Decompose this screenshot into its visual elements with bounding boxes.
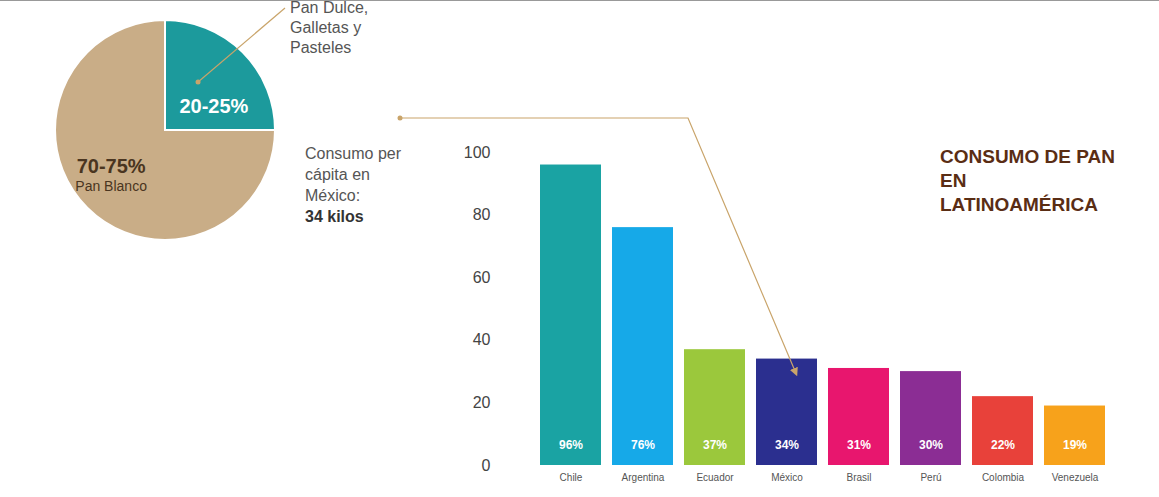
svg-text:70-75%: 70-75% [77, 155, 146, 177]
svg-text:34%: 34% [775, 438, 799, 452]
svg-text:Perú: Perú [920, 472, 941, 483]
html-text:34 kilos: 34 kilos [305, 208, 364, 225]
svg-text:37%: 37% [703, 438, 727, 452]
svg-text:0: 0 [482, 457, 491, 474]
svg-text:76%: 76% [631, 438, 655, 452]
svg-text:Argentina: Argentina [622, 472, 665, 483]
html-text:CONSUMO DE PAN EN LATINOAMÉRIC: CONSUMO DE PAN EN LATINOAMÉRICA [940, 146, 1115, 215]
svg-text:Brasil: Brasil [846, 472, 871, 483]
svg-text:40: 40 [473, 331, 491, 348]
svg-text:100: 100 [464, 144, 491, 161]
svg-text:31%: 31% [847, 438, 871, 452]
svg-text:19%: 19% [1063, 438, 1087, 452]
html-text:Pan Dulce, Galletas y Pasteles: Pan Dulce, Galletas y Pasteles [290, 0, 369, 56]
svg-text:Chile: Chile [560, 472, 583, 483]
svg-text:60: 60 [473, 269, 491, 286]
svg-text:Pan Blanco: Pan Blanco [75, 178, 147, 194]
svg-text:80: 80 [473, 206, 491, 223]
svg-text:20: 20 [473, 394, 491, 411]
svg-text:96%: 96% [559, 438, 583, 452]
svg-text:México: México [771, 472, 803, 483]
svg-text:Venezuela: Venezuela [1052, 472, 1099, 483]
html-text:Consumo per cápita en México:: Consumo per cápita en México: [305, 145, 401, 204]
svg-text:Ecuador: Ecuador [696, 472, 734, 483]
svg-text:Colombia: Colombia [982, 472, 1025, 483]
svg-text:30%: 30% [919, 438, 943, 452]
svg-text:20-25%: 20-25% [179, 95, 248, 117]
svg-text:22%: 22% [991, 438, 1015, 452]
